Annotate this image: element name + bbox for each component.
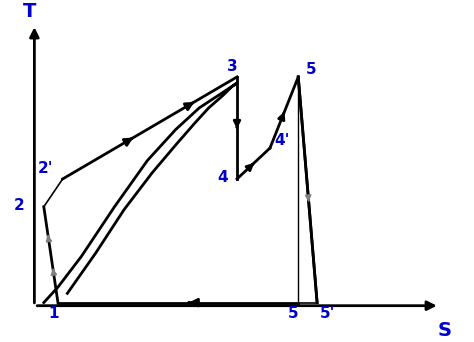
- Text: 5: 5: [288, 306, 299, 321]
- Text: 4': 4': [275, 133, 290, 148]
- Text: 2: 2: [14, 198, 25, 213]
- Text: T: T: [23, 2, 36, 21]
- Text: 5: 5: [305, 62, 316, 77]
- Text: 2': 2': [38, 161, 53, 176]
- Text: 5': 5': [319, 306, 335, 321]
- Text: 3: 3: [227, 59, 237, 74]
- Text: 4: 4: [217, 170, 228, 185]
- Text: S: S: [438, 321, 451, 340]
- Text: 1: 1: [48, 306, 58, 321]
